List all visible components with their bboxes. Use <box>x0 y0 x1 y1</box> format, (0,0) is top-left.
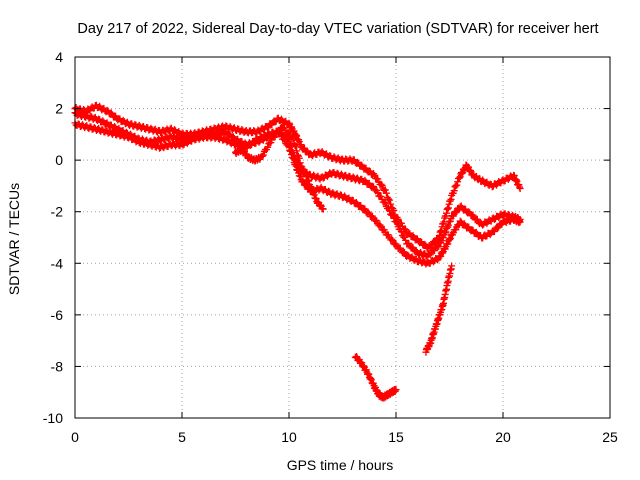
data-point <box>434 243 442 251</box>
y-tick-label: 4 <box>55 49 63 65</box>
data-point <box>264 143 272 151</box>
data-point <box>456 217 464 225</box>
data-point <box>389 236 397 244</box>
data-point <box>397 228 405 235</box>
data-point <box>377 180 385 188</box>
data-point <box>453 181 461 189</box>
data-point <box>472 228 480 236</box>
data-point <box>393 219 401 227</box>
data-point <box>494 224 502 232</box>
data-point <box>486 231 494 239</box>
data-point <box>380 198 388 206</box>
data-point <box>401 233 409 241</box>
x-axis-label: GPS time / hours <box>287 457 394 473</box>
data-point <box>385 195 393 203</box>
y-tick-label: -6 <box>51 307 64 323</box>
data-point <box>450 187 458 195</box>
series-track-e <box>351 353 400 402</box>
data-point <box>454 178 462 186</box>
data-point <box>374 175 382 183</box>
x-tick-label: 10 <box>281 429 297 445</box>
data-point <box>516 218 524 226</box>
data-point <box>285 129 293 137</box>
x-tick-label: 15 <box>388 429 404 445</box>
data-point <box>452 209 460 217</box>
data-point <box>274 129 282 137</box>
data-point <box>455 174 463 182</box>
y-tick-label: 0 <box>55 152 63 168</box>
y-tick-label: -8 <box>51 358 64 374</box>
x-tick-label: 0 <box>71 429 79 445</box>
data-point <box>352 199 360 207</box>
data-point <box>246 141 254 149</box>
data-point <box>304 176 312 184</box>
y-tick-label: -2 <box>51 204 64 220</box>
data-point <box>388 235 396 243</box>
data-point <box>299 165 307 173</box>
data-point <box>385 231 393 239</box>
data-point <box>281 136 289 144</box>
y-axis-label: SDTVAR / TECUs <box>6 183 22 295</box>
data-point <box>399 248 407 256</box>
y-tick-label: -4 <box>51 255 64 271</box>
data-point <box>280 135 288 143</box>
data-point <box>377 222 385 230</box>
data-point <box>392 386 400 394</box>
data-point <box>258 152 266 160</box>
data-point <box>284 129 292 137</box>
x-tick-label: 20 <box>495 429 511 445</box>
data-points <box>71 101 524 402</box>
data-point <box>516 185 524 193</box>
data-point <box>293 147 301 155</box>
data-point <box>373 217 381 225</box>
data-point <box>302 173 310 181</box>
data-point <box>305 177 313 185</box>
data-point <box>376 221 384 229</box>
data-point <box>378 181 386 189</box>
data-point <box>353 158 361 166</box>
grid-lines <box>75 57 610 418</box>
series-track-d <box>232 123 327 213</box>
x-tick-label: 25 <box>602 429 618 445</box>
data-point <box>405 229 413 237</box>
data-point <box>271 133 279 141</box>
data-point <box>319 205 327 213</box>
data-point <box>225 130 233 138</box>
data-point <box>386 207 394 215</box>
data-point <box>295 154 303 162</box>
y-tick-label: 2 <box>55 101 63 117</box>
data-point <box>259 151 267 159</box>
data-point <box>267 139 275 147</box>
y-tick-label: -10 <box>43 410 63 426</box>
data-point <box>387 200 395 208</box>
x-tick-label: 5 <box>178 429 186 445</box>
axis-ticks: 0 5 10 15 20 25 -10 -8 -6 -4 -2 0 2 4 <box>43 49 618 445</box>
data-point <box>288 133 296 141</box>
data-point <box>381 199 389 207</box>
data-point <box>448 262 456 270</box>
series-track-f <box>422 262 456 356</box>
data-point <box>364 208 372 216</box>
chart-title: Day 217 of 2022, Sidereal Day-to-day VTE… <box>77 21 598 37</box>
data-point <box>275 127 283 135</box>
data-point <box>361 176 369 184</box>
data-point <box>292 143 300 151</box>
data-point <box>291 142 299 150</box>
data-point <box>465 208 473 216</box>
data-point <box>389 211 397 219</box>
data-point <box>296 159 304 167</box>
data-point <box>381 186 389 194</box>
data-point <box>289 135 297 143</box>
data-point <box>386 196 394 204</box>
data-point <box>408 243 416 251</box>
data-point <box>374 189 382 197</box>
data-point <box>421 240 429 248</box>
data-point <box>392 218 400 226</box>
data-point <box>382 189 390 197</box>
plot-frame <box>74 56 611 419</box>
